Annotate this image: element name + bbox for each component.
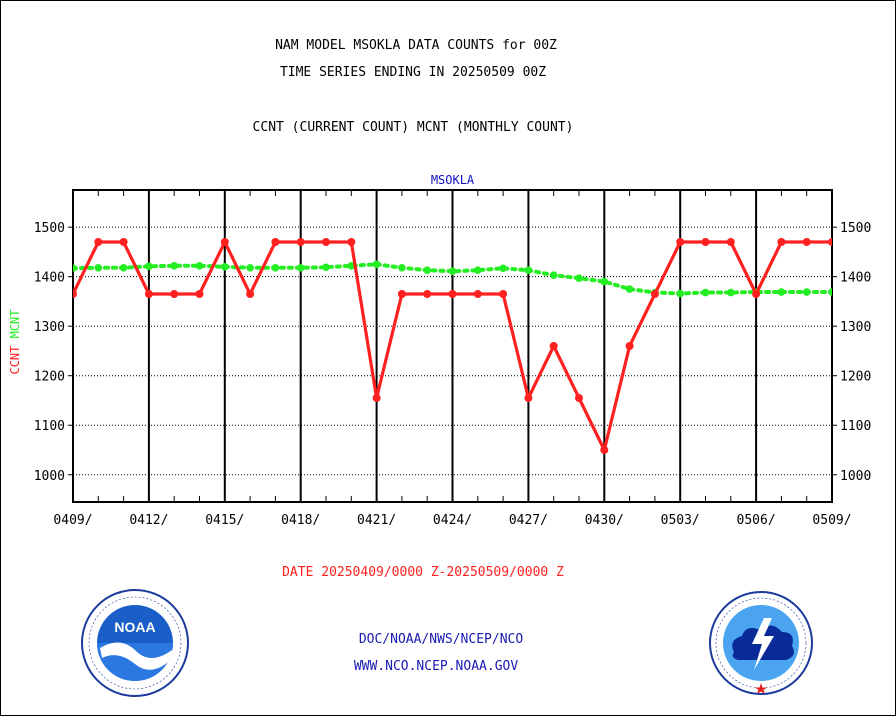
y-tick-label-right: 1000 xyxy=(840,469,871,484)
series-group xyxy=(73,238,832,454)
x-tick-label: 0427/ xyxy=(509,513,548,528)
point-mcnt xyxy=(221,262,229,271)
point-ccnt xyxy=(246,290,255,298)
x-tick-label: 0424/ xyxy=(433,513,472,528)
point-ccnt xyxy=(625,342,634,350)
point-mcnt xyxy=(423,266,432,275)
point-ccnt xyxy=(676,238,685,246)
point-ccnt xyxy=(726,238,735,246)
x-tick-label: 0412/ xyxy=(129,513,168,528)
point-ccnt xyxy=(195,290,204,298)
point-ccnt xyxy=(220,238,229,246)
org-path-label: DOC/NOAA/NWS/NCEP/NCO xyxy=(358,632,524,647)
y-axis-label-ccnt: CCNT xyxy=(8,338,22,374)
point-ccnt xyxy=(473,290,482,298)
x-tick-label: 0409/ xyxy=(53,513,92,528)
y-tick-label-right: 1200 xyxy=(840,370,871,385)
y-tick-label-right: 1500 xyxy=(840,221,871,236)
nws-logo xyxy=(709,591,813,695)
point-mcnt xyxy=(398,263,406,272)
station-label: MSOKLA xyxy=(431,173,475,187)
website-label: WWW.NCO.NCEP.NOAA.GOV xyxy=(353,659,519,674)
point-ccnt xyxy=(73,290,77,298)
point-mcnt xyxy=(322,263,330,272)
y-tick-label-right: 1300 xyxy=(840,320,871,335)
y-axis-label: CCNT MCNT xyxy=(8,309,22,374)
plot-area xyxy=(72,189,833,503)
point-ccnt xyxy=(322,238,330,246)
point-ccnt xyxy=(448,290,457,298)
point-ccnt xyxy=(752,290,761,298)
point-mcnt xyxy=(676,289,684,298)
point-ccnt xyxy=(524,394,533,402)
point-ccnt xyxy=(701,238,710,246)
point-mcnt xyxy=(727,288,735,297)
chart-subtitle: CCNT (CURRENT COUNT) MCNT (MONTHLY COUNT… xyxy=(252,120,574,135)
y-tick-label-right: 1100 xyxy=(840,419,871,434)
x-tick-label: 0509/ xyxy=(812,513,851,528)
point-mcnt xyxy=(549,271,558,279)
point-ccnt xyxy=(600,446,609,454)
point-mcnt xyxy=(195,261,204,270)
x-tick-label: 0430/ xyxy=(585,513,624,528)
y-tick-label-left: 1400 xyxy=(34,271,65,286)
point-mcnt xyxy=(296,263,305,272)
point-ccnt xyxy=(549,342,558,350)
point-ccnt xyxy=(397,290,406,298)
y-tick-label-left: 1500 xyxy=(34,221,65,236)
x-tick-label: 0506/ xyxy=(737,513,776,528)
point-ccnt xyxy=(372,394,381,402)
y-tick-label-left: 1100 xyxy=(34,419,65,434)
point-mcnt xyxy=(170,261,178,270)
point-mcnt xyxy=(701,288,710,297)
chart-title-line1: NAM MODEL MSOKLA DATA COUNTS for 00Z xyxy=(275,38,557,53)
point-mcnt xyxy=(73,264,77,273)
point-ccnt xyxy=(347,238,356,246)
noaa-logo: NOAA xyxy=(81,589,189,697)
point-ccnt xyxy=(802,238,811,246)
point-mcnt xyxy=(828,288,832,296)
point-mcnt xyxy=(347,261,356,270)
point-ccnt xyxy=(271,238,280,246)
point-ccnt xyxy=(119,238,128,246)
y-axis-label-mcnt: MCNT xyxy=(8,309,22,338)
point-ccnt xyxy=(650,290,659,298)
point-ccnt xyxy=(499,290,508,298)
point-mcnt xyxy=(474,266,482,275)
point-mcnt xyxy=(524,266,533,275)
x-tick-label: 0421/ xyxy=(357,513,396,528)
chart-title-line2: TIME SERIES ENDING IN 20250509 00Z xyxy=(279,65,547,80)
x-tick-label: 0418/ xyxy=(281,513,320,528)
point-ccnt xyxy=(777,238,786,246)
point-ccnt xyxy=(828,238,832,246)
point-mcnt xyxy=(145,262,153,271)
point-mcnt xyxy=(600,277,609,286)
point-mcnt xyxy=(625,285,634,293)
point-ccnt xyxy=(144,290,153,298)
point-mcnt xyxy=(499,264,507,273)
point-mcnt xyxy=(94,263,103,272)
point-mcnt xyxy=(372,260,381,269)
point-mcnt xyxy=(246,263,254,272)
point-ccnt xyxy=(296,238,305,246)
point-mcnt xyxy=(271,263,280,272)
x-tick-label: 0415/ xyxy=(205,513,244,528)
y-tick-label-right: 1400 xyxy=(840,271,871,286)
y-tick-label-left: 1000 xyxy=(34,469,65,484)
x-tick-label: 0503/ xyxy=(661,513,700,528)
point-mcnt xyxy=(575,274,583,282)
point-mcnt xyxy=(777,288,786,296)
point-mcnt xyxy=(119,263,128,272)
point-ccnt xyxy=(423,290,432,298)
noaa-logo-text: NOAA xyxy=(114,619,155,635)
y-tick-label-left: 1200 xyxy=(34,370,65,385)
point-ccnt xyxy=(170,290,179,298)
date-range-label: DATE 20250409/0000 Z-20250509/0000 Z xyxy=(282,565,564,580)
point-mcnt xyxy=(802,288,811,296)
point-ccnt xyxy=(575,394,583,402)
point-mcnt xyxy=(448,267,457,276)
point-ccnt xyxy=(94,238,103,246)
y-tick-label-left: 1300 xyxy=(34,320,65,335)
